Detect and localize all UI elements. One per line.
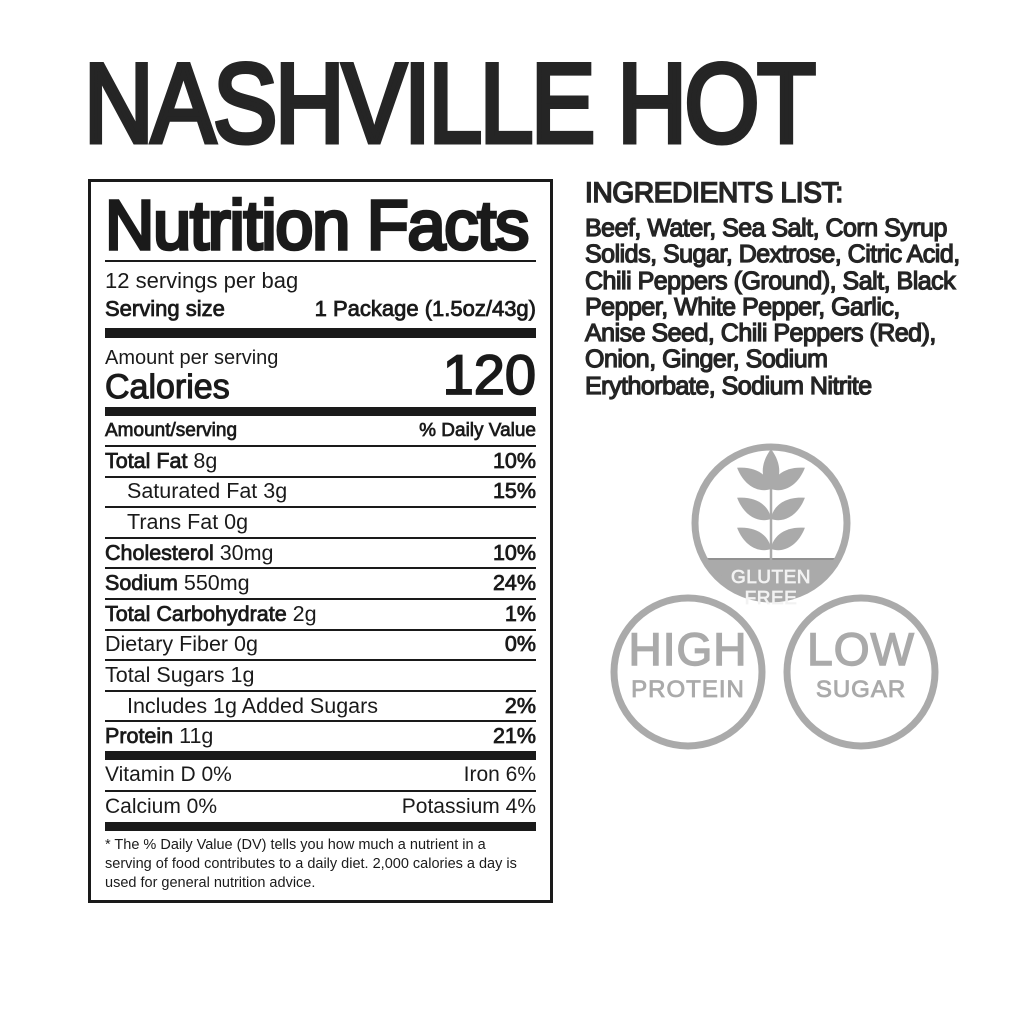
svg-text:HIGH: HIGH xyxy=(629,623,748,675)
svg-text:GLUTEN: GLUTEN xyxy=(731,567,811,588)
svg-text:LOW: LOW xyxy=(807,623,915,675)
svg-text:SUGAR: SUGAR xyxy=(816,676,906,703)
svg-text:PROTEIN: PROTEIN xyxy=(631,676,745,703)
svg-text:FREE: FREE xyxy=(745,588,798,609)
